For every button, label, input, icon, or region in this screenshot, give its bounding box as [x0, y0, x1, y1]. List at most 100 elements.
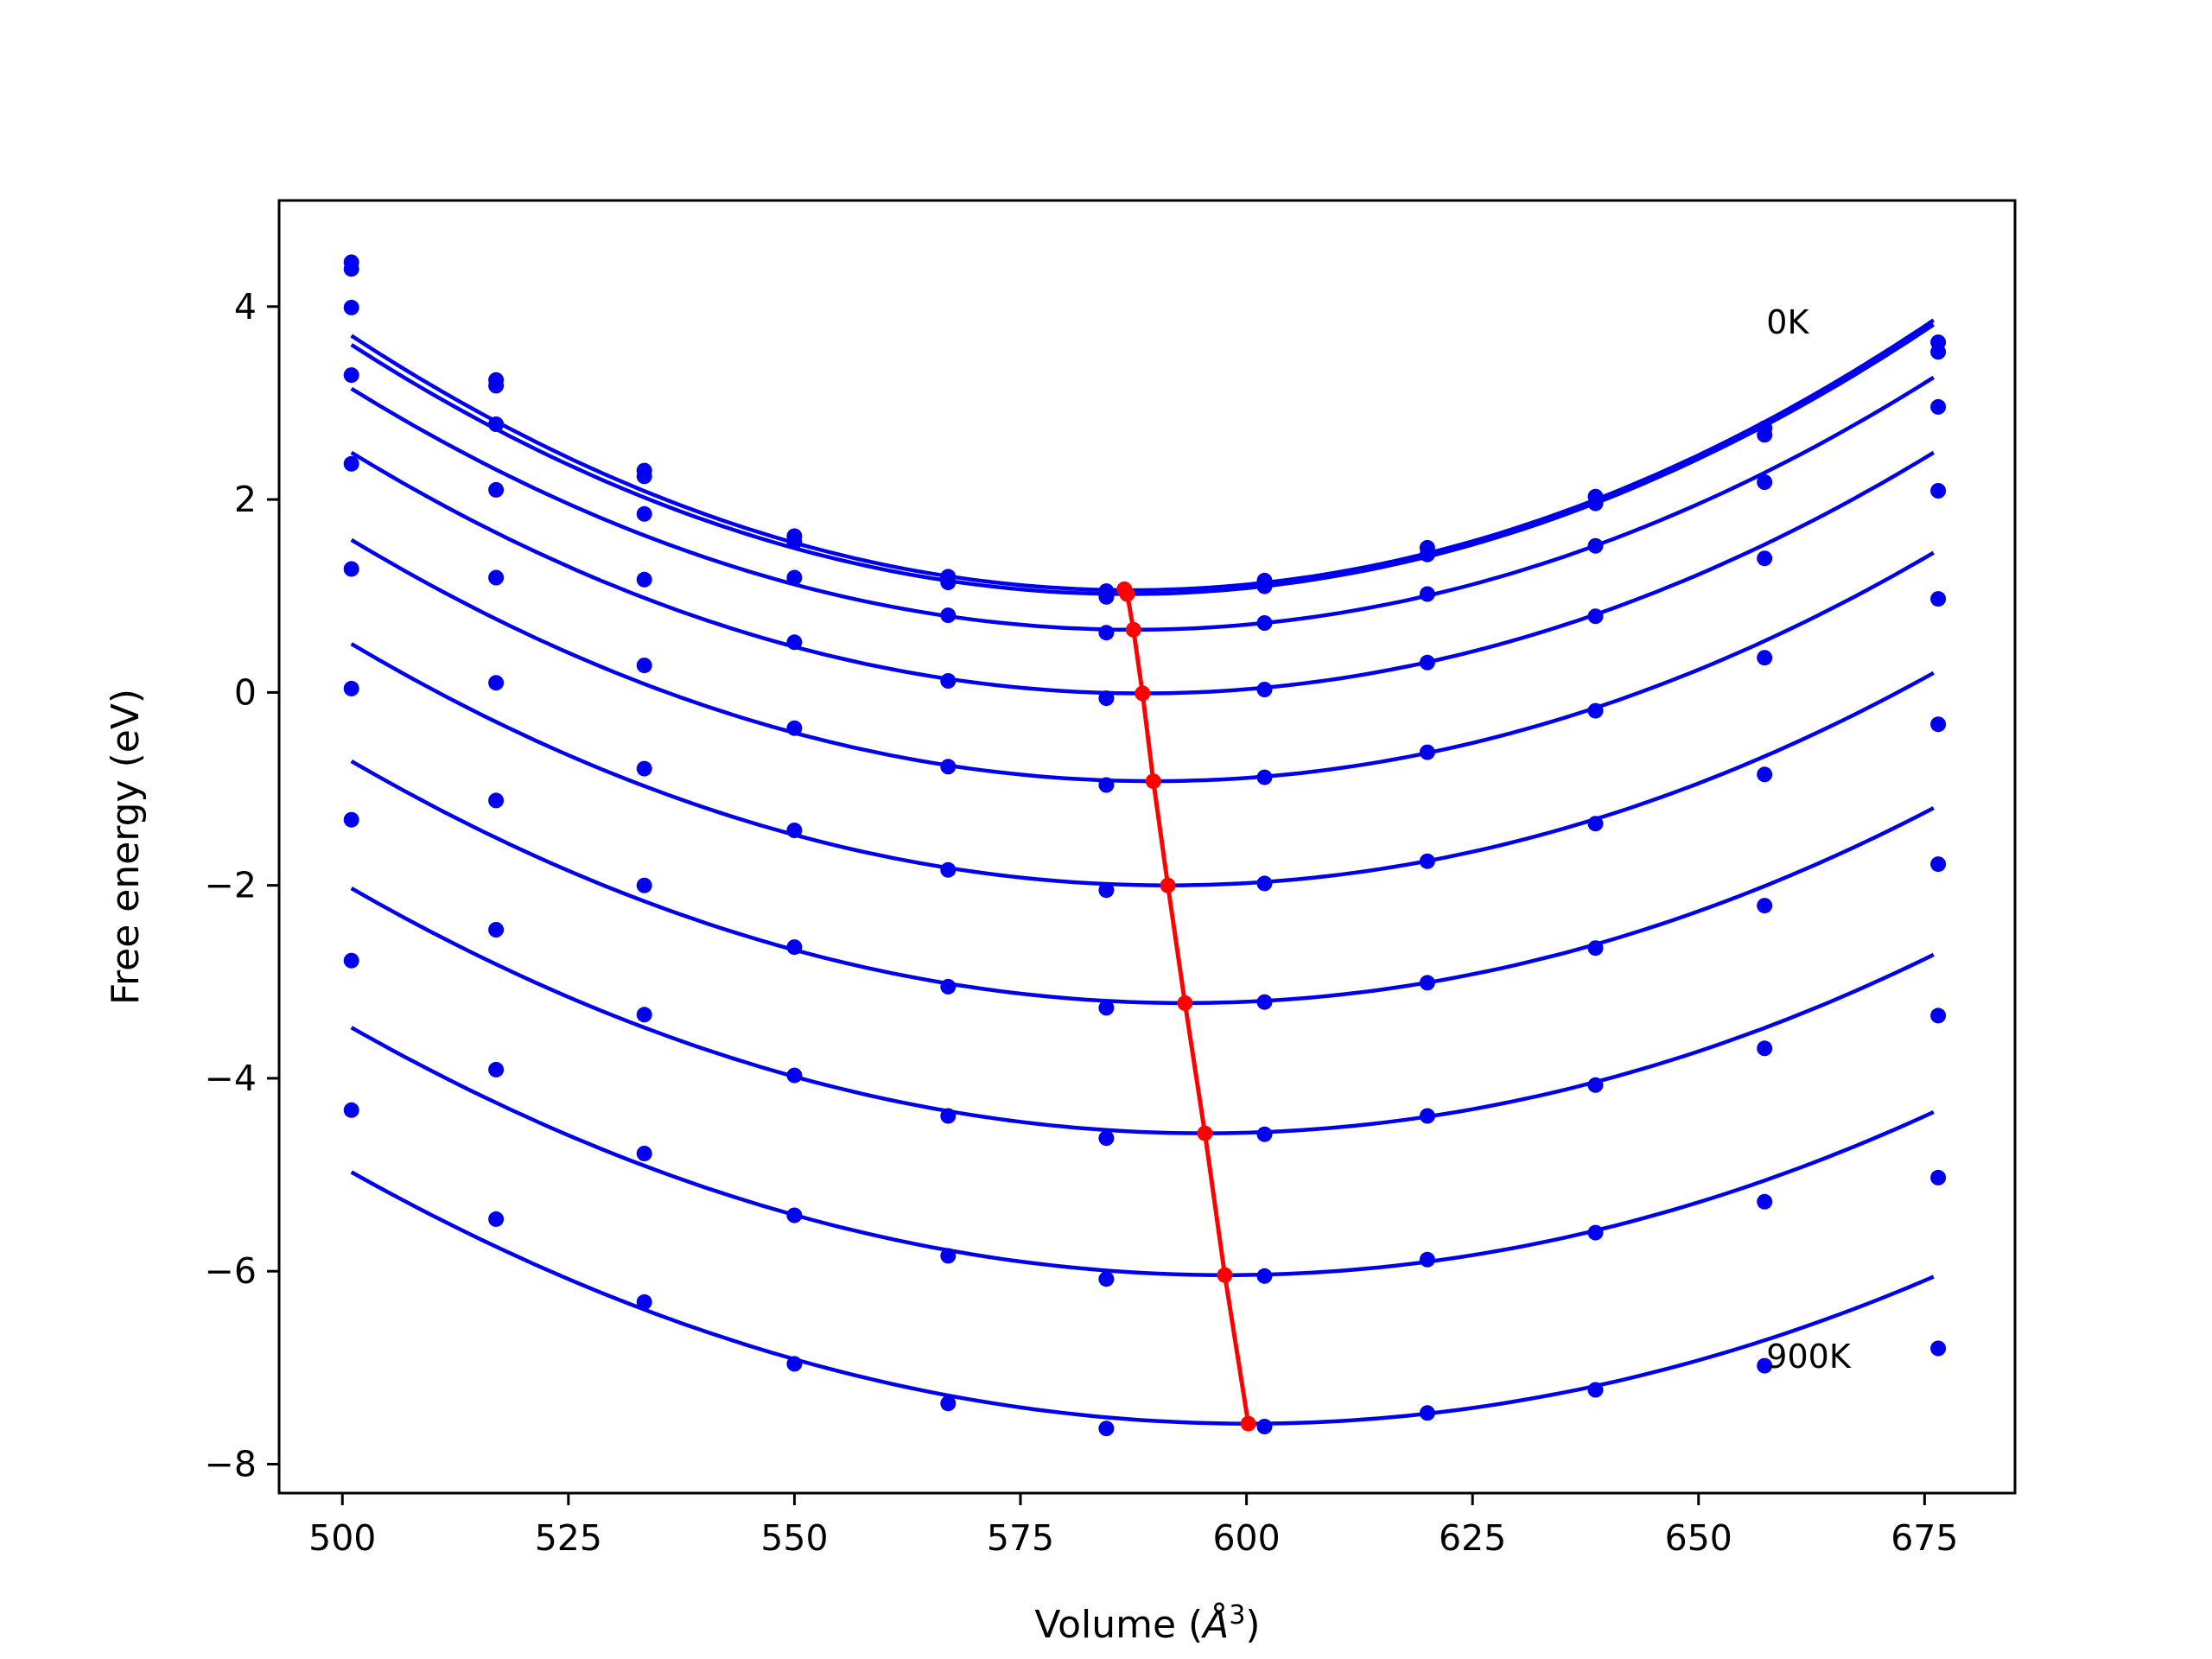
x-tick-label: 625: [1439, 1517, 1506, 1559]
data-point-9-8: [1587, 1382, 1604, 1398]
x-tick-label: 500: [308, 1517, 376, 1559]
data-point-1-6: [1256, 578, 1273, 594]
fit-curve-5: [350, 642, 1935, 887]
data-point-5-7: [1419, 853, 1435, 869]
minimum-point-3: [1135, 685, 1151, 702]
y-tick-label: −2: [205, 865, 257, 906]
fit-curve-9: [350, 1170, 1935, 1426]
data-point-4-7: [1419, 744, 1435, 760]
data-point-6-9: [1757, 898, 1773, 914]
data-point-3-10: [1930, 483, 1947, 499]
x-tick-label: 525: [535, 1517, 602, 1559]
data-point-3-7: [1419, 654, 1435, 671]
data-point-1-7: [1419, 546, 1435, 563]
data-point-6-3: [786, 939, 803, 956]
data-point-8-4: [940, 1248, 957, 1264]
data-point-6-7: [1419, 975, 1435, 991]
data-point-5-3: [786, 823, 803, 838]
x-axis: 500 525 550 575 600 625 650 675: [308, 1493, 1958, 1559]
y-tick-label: 2: [234, 479, 257, 520]
data-point-6-1: [488, 792, 505, 809]
data-point-6-4: [940, 978, 957, 995]
annotation-1: 900K: [1766, 1338, 1852, 1376]
data-point-4-4: [940, 759, 957, 775]
data-point-9-0: [343, 1102, 359, 1118]
data-point-8-7: [1419, 1251, 1435, 1268]
data-point-7-5: [1098, 1130, 1115, 1147]
data-point-2-6: [1256, 615, 1273, 631]
data-point-2-5: [1098, 625, 1115, 641]
data-point-1-3: [786, 534, 803, 550]
data-point-9-9: [1757, 1357, 1773, 1374]
data-point-8-5: [1098, 1271, 1115, 1287]
minimum-point-7: [1197, 1125, 1213, 1141]
data-point-6-6: [1256, 994, 1273, 1010]
data-point-5-5: [1098, 882, 1115, 899]
data-point-4-5: [1098, 777, 1115, 793]
data-point-7-0: [343, 811, 359, 828]
x-tick-label: 575: [987, 1517, 1054, 1559]
data-point-1-2: [636, 468, 652, 485]
data-point-7-3: [786, 1067, 803, 1084]
data-point-8-9: [1757, 1193, 1773, 1210]
data-point-2-0: [343, 299, 359, 315]
data-point-2-9: [1757, 474, 1773, 490]
data-point-6-5: [1098, 1000, 1115, 1016]
fit-curve-1: [350, 322, 1936, 596]
data-point-4-8: [1587, 702, 1604, 719]
data-point-8-1: [488, 1061, 505, 1077]
minimum-point-6: [1177, 995, 1193, 1011]
fit-curve-4: [350, 537, 1935, 784]
data-point-5-10: [1930, 716, 1947, 733]
x-tick-label: 550: [760, 1517, 828, 1559]
data-point-7-10: [1930, 1007, 1947, 1024]
data-point-8-0: [343, 952, 359, 969]
data-point-9-6: [1256, 1419, 1273, 1434]
data-point-9-7: [1419, 1405, 1435, 1421]
data-point-7-9: [1757, 1040, 1773, 1057]
data-point-4-0: [343, 455, 359, 472]
minimum-point-9: [1240, 1415, 1256, 1432]
fit-curve-8: [350, 1026, 1935, 1277]
data-point-7-1: [488, 922, 505, 938]
data-point-9-5: [1098, 1421, 1115, 1437]
data-point-7-7: [1419, 1108, 1435, 1124]
data-point-1-8: [1587, 495, 1604, 512]
data-point-5-9: [1757, 766, 1773, 783]
data-point-6-0: [343, 680, 359, 696]
y-tick-label: −8: [205, 1444, 257, 1485]
plot-area: [343, 254, 1947, 1437]
data-point-9-4: [940, 1395, 957, 1412]
data-point-1-5: [1098, 588, 1115, 605]
minimum-point-4: [1145, 773, 1161, 790]
minimum-point-1: [1119, 586, 1135, 602]
data-point-8-3: [786, 1207, 803, 1224]
data-point-5-0: [343, 561, 359, 577]
minimum-point-5: [1160, 877, 1176, 893]
y-tick-label: −6: [205, 1250, 257, 1292]
annotation-0: 0K: [1766, 303, 1809, 341]
minimum-point-8: [1217, 1267, 1233, 1283]
data-point-3-2: [636, 571, 652, 588]
data-point-5-2: [636, 760, 652, 777]
fit-curve-2: [350, 375, 1935, 632]
data-point-3-9: [1757, 550, 1773, 567]
data-point-4-1: [488, 569, 505, 586]
data-point-1-10: [1930, 344, 1947, 360]
y-axis-label: Free energy (eV): [104, 689, 148, 1005]
y-tick-label: 0: [234, 671, 257, 713]
data-point-5-4: [940, 861, 957, 878]
data-point-1-9: [1757, 427, 1773, 443]
data-point-7-4: [940, 1108, 957, 1124]
data-point-4-3: [786, 720, 803, 736]
data-point-1-0: [343, 261, 359, 277]
data-point-3-0: [343, 367, 359, 384]
data-point-6-2: [636, 877, 652, 893]
data-point-2-3: [786, 569, 803, 586]
data-point-5-6: [1256, 875, 1273, 892]
data-point-9-2: [636, 1294, 652, 1310]
data-point-8-8: [1587, 1224, 1604, 1241]
fit-curve-0: [350, 318, 1936, 593]
